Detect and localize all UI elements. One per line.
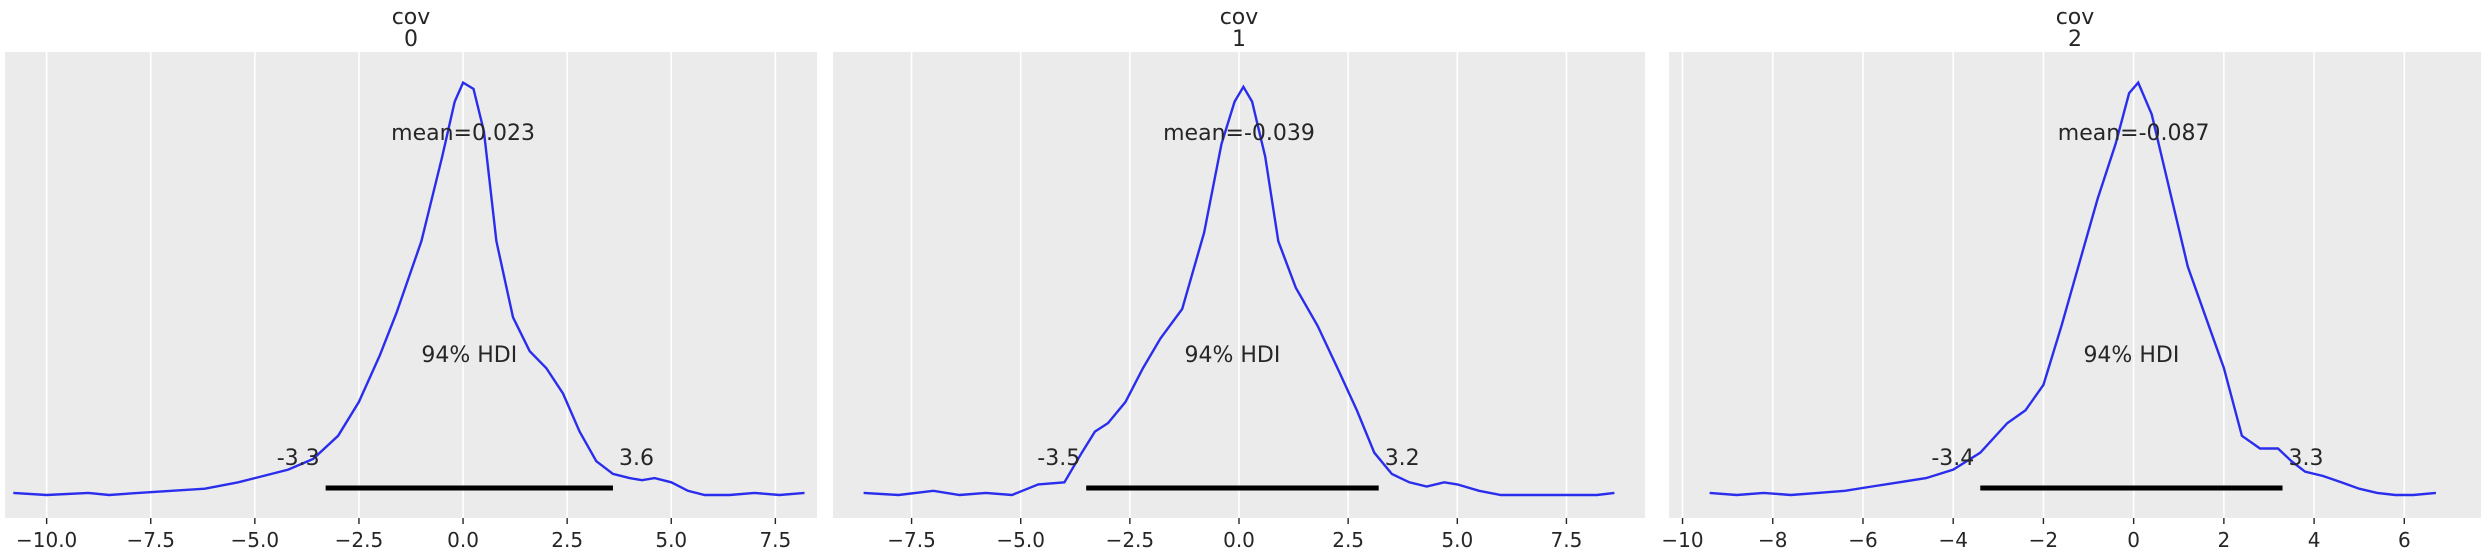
- mean-annotation: mean=-0.039: [1163, 121, 1315, 146]
- x-tick-label: 0.0: [447, 528, 479, 552]
- x-tick-label: 0.0: [1223, 528, 1255, 552]
- subplot-title-index: 1: [1232, 27, 1246, 52]
- mean-annotation: mean=-0.087: [2058, 121, 2210, 146]
- x-tick-label: −2: [2029, 528, 2058, 552]
- hdi-caption: 94% HDI: [1185, 343, 1281, 368]
- x-tick-label: −2.5: [1106, 528, 1155, 552]
- x-tick-label: 2: [2217, 528, 2230, 552]
- x-tick-label: −8: [1758, 528, 1787, 552]
- subplot-title-variable: cov: [392, 5, 431, 30]
- x-tick-label: −6: [1848, 528, 1877, 552]
- x-tick-label: 4: [2308, 528, 2321, 552]
- plot-area: [1669, 52, 2481, 518]
- x-tick-label: 7.5: [759, 528, 791, 552]
- x-tick-label: −10.0: [16, 528, 77, 552]
- posterior-density-line: [1709, 80, 2437, 497]
- x-tick-label: 6: [2398, 528, 2411, 552]
- posterior-density-line: [863, 84, 1615, 497]
- hdi-lower-label: -3.4: [1931, 446, 1974, 471]
- subplot-title-index: 2: [2068, 27, 2082, 52]
- posterior-density-line: [13, 80, 805, 497]
- hdi-lower-label: -3.3: [277, 446, 320, 471]
- x-tick-label: 2.5: [1332, 528, 1364, 552]
- x-tick-label: −4: [1938, 528, 1967, 552]
- hdi-lower-label: -3.5: [1037, 446, 1080, 471]
- mean-annotation: mean=0.023: [391, 121, 535, 146]
- hdi-caption: 94% HDI: [421, 343, 517, 368]
- hdi-upper-label: 3.2: [1385, 446, 1420, 471]
- subplot-title-variable: cov: [2056, 5, 2095, 30]
- x-tick-label: −5.0: [996, 528, 1045, 552]
- plot-area: [5, 52, 817, 518]
- x-tick-label: 2.5: [551, 528, 583, 552]
- x-tick-label: −7.5: [126, 528, 175, 552]
- x-tick-label: 5.0: [1441, 528, 1473, 552]
- x-tick-label: 5.0: [655, 528, 687, 552]
- subplot-title-index: 0: [404, 27, 418, 52]
- x-tick-label: −10: [1661, 528, 1703, 552]
- x-tick-label: −7.5: [887, 528, 936, 552]
- x-tick-label: 0: [2127, 528, 2140, 552]
- hdi-upper-label: 3.3: [2289, 446, 2324, 471]
- x-tick-label: −2.5: [335, 528, 384, 552]
- x-tick-label: −5.0: [231, 528, 280, 552]
- hdi-upper-label: 3.6: [619, 446, 654, 471]
- x-tick-label: 7.5: [1551, 528, 1583, 552]
- subplot-title-variable: cov: [1220, 5, 1259, 30]
- hdi-caption: 94% HDI: [2083, 343, 2179, 368]
